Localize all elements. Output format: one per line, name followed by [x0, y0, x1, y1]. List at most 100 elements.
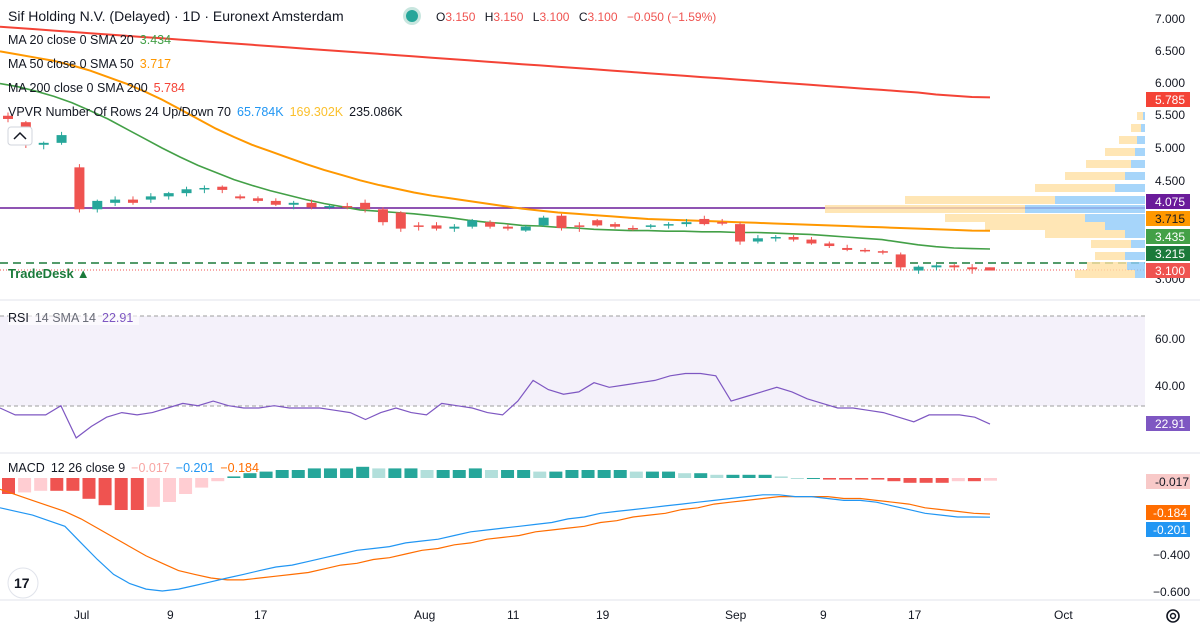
- macd-histogram-bar: [404, 468, 418, 478]
- price-label-ma200-bg: [1146, 92, 1190, 107]
- candle-body: [931, 265, 942, 268]
- price-label-dashed-bg: [1146, 246, 1190, 261]
- macd-histogram-bar: [18, 478, 32, 493]
- close-value: 3.100: [587, 10, 618, 24]
- ma200-legend-label: MA 200 close 0 SMA 200: [8, 81, 148, 95]
- price-label-last: 3.100: [1155, 264, 1185, 278]
- macd-histogram-bar: [758, 474, 772, 478]
- macd-histogram-bar: [710, 474, 724, 478]
- candle-body: [502, 226, 513, 229]
- vpvr-bar-down: [905, 196, 1055, 204]
- close-label: C: [578, 10, 588, 24]
- rsi-band: [0, 316, 1145, 406]
- price-tick: 7.000: [1155, 12, 1185, 26]
- macd-tick: −0.400: [1153, 548, 1190, 562]
- macd-histogram-bar: [2, 478, 15, 494]
- macd-tick: −0.600: [1153, 585, 1190, 599]
- candle-body: [717, 222, 728, 224]
- vpvr-bar-up: [1131, 240, 1145, 248]
- time-tick: Sep: [725, 608, 747, 622]
- signal-line: [0, 488, 991, 581]
- ma50-legend[interactable]: MA 50 close 0 SMA 50 3.717: [8, 57, 177, 71]
- candle-body: [913, 266, 924, 271]
- open-label: O: [436, 10, 446, 24]
- macd-line-label-bg: [1146, 522, 1190, 537]
- settings-gear-icon[interactable]: [1166, 609, 1180, 623]
- time-tick: Oct: [1054, 608, 1073, 622]
- vpvr-bar-up: [1135, 148, 1145, 156]
- macd-histogram-bar: [356, 466, 370, 478]
- price-label-ma50-bg: [1146, 211, 1190, 226]
- time-tick: 17: [908, 608, 922, 622]
- vpvr-bar-down: [1087, 262, 1127, 270]
- candle-body: [252, 198, 263, 201]
- macd-histogram-bar: [774, 476, 788, 478]
- vpvr-bar-up: [1115, 184, 1145, 192]
- vpvr-bar-down: [1035, 184, 1115, 192]
- candle-body: [38, 142, 49, 145]
- time-axis[interactable]: Jul 9 17 Aug 11 19 Sep 9 17 Oct: [74, 608, 1073, 622]
- ohlc-values: O3.150 H3.150 L3.100 C3.100 −0.050 (−1.5…: [436, 10, 722, 24]
- price-label-level-bg: [1146, 194, 1190, 209]
- vpvr-bar-down: [985, 222, 1105, 230]
- vpvr-bar-up: [1125, 252, 1145, 260]
- price-label-ma20-bg: [1146, 229, 1190, 244]
- macd-histogram-bar: [98, 478, 112, 506]
- candle-body: [949, 265, 960, 268]
- vpvr-legend[interactable]: VPVR Number Of Rows 24 Up/Down 70 65.784K…: [8, 105, 409, 119]
- macd-histogram-bar: [951, 478, 965, 482]
- macd-legend[interactable]: MACD 12 26 close 9 −0.017 −0.201 −0.184: [8, 461, 265, 475]
- price-label-ma20: 3.435: [1155, 230, 1185, 244]
- candle-body: [842, 247, 853, 250]
- candle-body: [217, 186, 228, 190]
- vpvr-bar-up: [1125, 172, 1145, 180]
- market-status-icon[interactable]: [406, 10, 418, 22]
- vpvr-bar-down: [1095, 252, 1125, 260]
- candle-body: [467, 220, 478, 227]
- time-tick: 19: [596, 608, 610, 622]
- collapse-legend-button[interactable]: [7, 126, 33, 146]
- rsi-axis[interactable]: 60.00 40.00 22.91: [1146, 332, 1190, 431]
- symbol-header[interactable]: Sif Holding N.V. (Delayed) · 1D · Eurone…: [8, 8, 350, 24]
- macd-histogram-bar: [307, 468, 321, 478]
- macd-histogram-bar: [790, 478, 804, 479]
- price-tick: 5.500: [1155, 108, 1185, 122]
- tradingview-logo-icon[interactable]: 17: [7, 567, 39, 599]
- vpvr-bar-down: [1119, 136, 1137, 144]
- macd-signal-label-bg: [1146, 505, 1190, 520]
- rsi-current-bg: [1146, 416, 1190, 431]
- price-label-last-bg: [1146, 263, 1190, 278]
- candle-body: [788, 237, 799, 240]
- price-label-dashed: 3.215: [1155, 247, 1185, 261]
- symbol-title[interactable]: Sif Holding N.V. (Delayed) · 1D · Eurone…: [8, 8, 344, 24]
- macd-histogram-bar: [420, 470, 434, 478]
- high-value: 3.150: [493, 10, 524, 24]
- candle-body: [431, 225, 442, 229]
- rsi-legend[interactable]: RSI 14 SMA 14 22.91: [8, 311, 140, 325]
- candle-body: [395, 212, 406, 229]
- macd-axis[interactable]: -0.017 -0.184 -0.201 −0.400 −0.600: [1146, 474, 1190, 599]
- ma20-legend[interactable]: MA 20 close 0 SMA 20 3.434: [8, 33, 177, 47]
- macd-histogram-bar: [66, 478, 80, 491]
- candle-body: [663, 224, 674, 226]
- candle-body: [306, 202, 317, 208]
- macd-histogram-bar: [388, 468, 402, 478]
- rsi-current-label: 22.91: [1155, 417, 1185, 431]
- ma200-legend[interactable]: MA 200 close 0 SMA 200 5.784: [8, 81, 191, 95]
- candles-group: [3, 112, 995, 274]
- time-tick: 9: [167, 608, 174, 622]
- macd-histogram-bar: [871, 478, 885, 480]
- time-tick: Jul: [74, 608, 89, 622]
- tradedesk-watermark: TradeDesk ▲: [8, 266, 96, 281]
- rsi-line: [0, 372, 991, 439]
- candle-body: [699, 218, 710, 225]
- candle-body: [110, 199, 121, 203]
- vpvr-bar-down: [1045, 230, 1125, 238]
- candle-body: [627, 227, 638, 230]
- candle-body: [556, 215, 567, 228]
- macd-histogram-bar: [678, 473, 692, 478]
- rsi-legend-label: RSI: [8, 311, 29, 325]
- price-axis[interactable]: 7.000 6.500 6.000 5.500 5.000 4.500 3.00…: [1155, 12, 1185, 286]
